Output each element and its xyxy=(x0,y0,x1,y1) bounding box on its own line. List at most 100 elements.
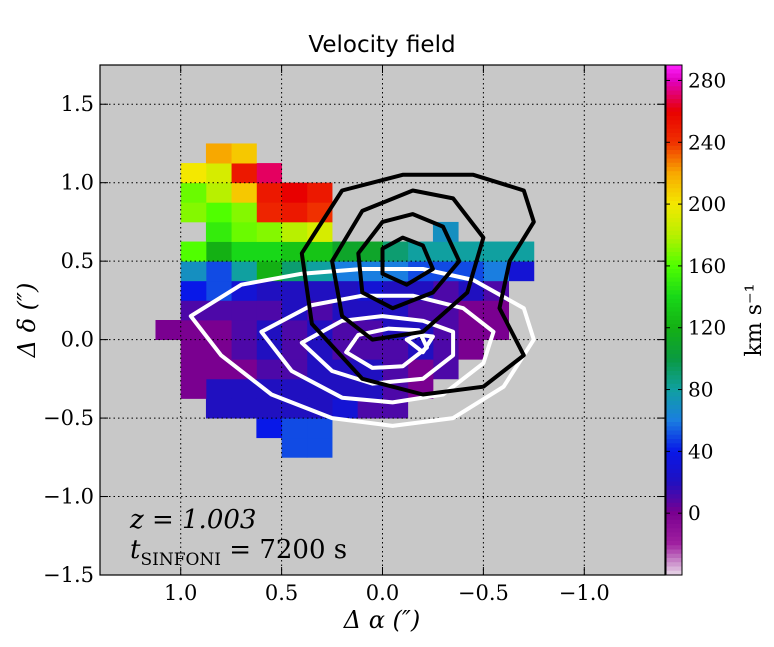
velocity-pixel xyxy=(205,398,232,419)
colorbar-segment xyxy=(666,371,682,376)
colorbar-segment xyxy=(666,400,682,406)
colorbar-segment xyxy=(666,260,682,266)
colorbar-segment xyxy=(666,235,682,240)
colorbar-segment xyxy=(666,502,682,508)
black-contour xyxy=(380,235,435,287)
velocity-pixel xyxy=(180,202,207,223)
velocity-pixel xyxy=(256,378,283,399)
colorbar-segment xyxy=(666,107,682,113)
x-axis-label: Δ α (″) xyxy=(343,606,421,634)
white-contour xyxy=(259,293,496,405)
velocity-pixel xyxy=(458,320,484,341)
colorbar-segment xyxy=(666,443,682,449)
colorbar-segment xyxy=(666,545,682,551)
velocity-pixel xyxy=(205,182,232,203)
colorbar-tick-label: 120 xyxy=(688,316,726,340)
velocity-pixel xyxy=(306,241,333,262)
colorbar: 280 240 200 160 120 80 40 0 xyxy=(665,64,726,576)
colorbar-segment xyxy=(666,328,682,334)
velocity-pixel xyxy=(382,339,409,360)
velocity-pixel xyxy=(508,241,535,262)
velocity-pixel xyxy=(357,398,383,419)
velocity-pixel xyxy=(483,261,510,282)
x-tick-label: 0.5 xyxy=(265,581,298,605)
colorbar-segment xyxy=(666,413,682,419)
colorbar-segment xyxy=(666,379,682,385)
velocity-pixel xyxy=(256,163,283,184)
velocity-pixel xyxy=(180,280,207,301)
colorbar-segment xyxy=(666,315,682,321)
velocity-pixel xyxy=(231,143,257,164)
colorbar-segment xyxy=(666,332,682,338)
velocity-pixel xyxy=(332,398,358,419)
colorbar-segment xyxy=(666,562,682,568)
velocity-pixel xyxy=(231,398,257,419)
velocity-pixel xyxy=(306,437,333,458)
colorbar-tick-label: 240 xyxy=(688,130,726,154)
colorbar-segment xyxy=(666,218,682,223)
colorbar-segment xyxy=(666,430,682,436)
colorbar-segment xyxy=(666,171,682,177)
colorbar-segment xyxy=(666,426,682,432)
colorbar-segment xyxy=(666,396,682,402)
colorbar-segment xyxy=(666,337,682,342)
colorbar-segment xyxy=(666,273,682,279)
velocity-pixel xyxy=(382,359,409,380)
colorbar-segment xyxy=(666,99,682,104)
colorbar-segment xyxy=(666,162,682,168)
colorbar-segment xyxy=(666,277,682,283)
colorbar-segment xyxy=(666,111,682,117)
colorbar-segment xyxy=(666,298,682,304)
colorbar-segment xyxy=(666,69,682,75)
colorbar-segment xyxy=(666,460,682,466)
colorbar-segment xyxy=(666,409,682,415)
velocity-pixel xyxy=(281,202,308,223)
y-axis-label: Δ δ (″) xyxy=(13,283,41,359)
velocity-pixel xyxy=(205,221,232,242)
colorbar-segment xyxy=(666,528,682,534)
velocity-pixel xyxy=(231,221,257,242)
velocity-pixel xyxy=(205,300,232,321)
velocity-pixel xyxy=(281,418,308,439)
colorbar-segment xyxy=(666,290,682,296)
colorbar-segment xyxy=(666,86,682,92)
velocity-pixel xyxy=(205,378,232,399)
y-axis-ticks: 1.5 1.0 0.5 0.0 −0.5 −1.0 −1.5 xyxy=(43,92,665,587)
velocity-pixel xyxy=(357,339,383,360)
velocity-pixel xyxy=(180,163,207,184)
colorbar-segment xyxy=(666,269,682,274)
colorbar-tick-label: 280 xyxy=(688,68,726,92)
colorbar-segment xyxy=(666,167,682,172)
colorbar-frame xyxy=(665,64,683,576)
colorbar-segment xyxy=(666,294,682,300)
velocity-pixel xyxy=(231,182,257,203)
colorbar-segment xyxy=(666,281,682,287)
colorbar-segment xyxy=(666,464,682,470)
velocity-pixel xyxy=(256,418,283,439)
velocity-pixel xyxy=(180,261,207,282)
colorbar-segment xyxy=(666,154,682,160)
velocity-pixel xyxy=(281,300,308,321)
colorbar-segment xyxy=(666,239,682,245)
colorbar-segment xyxy=(666,354,682,359)
velocity-pixel xyxy=(306,182,333,203)
y-tick-label: 0.0 xyxy=(61,328,94,352)
colorbar-segment xyxy=(666,150,682,155)
colorbar-segment xyxy=(666,247,682,253)
colorbar-segment xyxy=(666,515,682,521)
colorbar-segment xyxy=(666,94,682,100)
colorbar-segment xyxy=(666,252,682,257)
colorbar-segment xyxy=(666,307,682,313)
velocity-pixel xyxy=(458,339,484,360)
colorbar-segment xyxy=(666,536,682,542)
velocity-pixel xyxy=(281,221,308,242)
colorbar-segment xyxy=(666,128,682,134)
colorbar-segment xyxy=(666,434,682,440)
colorbar-segment xyxy=(666,145,682,151)
colorbar-segment xyxy=(666,549,682,555)
colorbar-segment xyxy=(666,439,682,444)
y-tick-label: 0.5 xyxy=(61,249,94,273)
exposure-annotation: tSINFONI = 7200 s xyxy=(130,535,347,570)
white-contour xyxy=(404,332,435,355)
